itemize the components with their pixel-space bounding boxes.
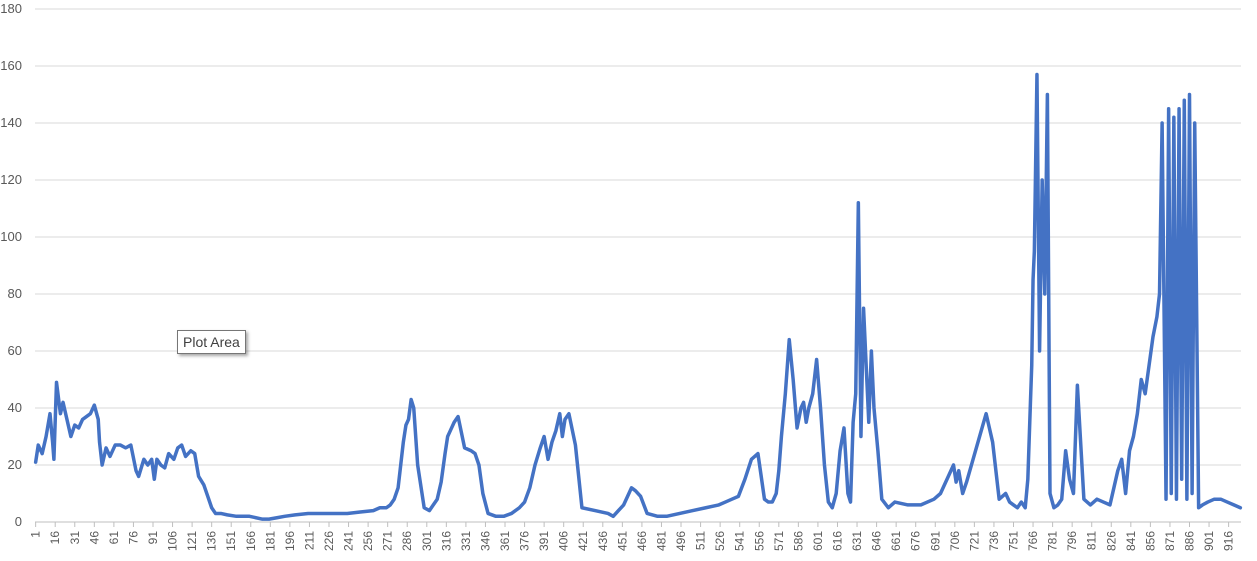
y-axis: 0 20 40 60 80 100 120 140 160 180 — [0, 1, 22, 529]
x-tick-label: 856 — [1143, 531, 1157, 551]
x-tick-label: 466 — [635, 531, 649, 551]
x-tick-label: 526 — [713, 531, 727, 551]
x-tick-label: 196 — [283, 531, 297, 551]
x-tick-label: 181 — [263, 531, 277, 551]
x-tick-label: 271 — [381, 531, 395, 551]
x-tick-label: 31 — [68, 531, 82, 545]
x-tick-label: 556 — [752, 531, 766, 551]
y-tick-label: 40 — [8, 400, 22, 415]
x-tick-label: 301 — [420, 531, 434, 551]
y-tick-label: 140 — [0, 115, 22, 130]
x-tick-label: 901 — [1202, 531, 1216, 551]
x-tick-label: 421 — [576, 531, 590, 551]
x-tick-label: 406 — [557, 531, 571, 551]
x-tick-label: 541 — [733, 531, 747, 551]
x-tick-label: 1 — [29, 531, 43, 538]
y-tick-label: 80 — [8, 286, 22, 301]
x-tick-label: 811 — [1085, 531, 1099, 550]
x-tick-label: 586 — [791, 531, 805, 551]
x-tick-label: 511 — [694, 531, 708, 550]
series-group — [33, 72, 1243, 521]
y-tick-label: 100 — [0, 229, 22, 244]
x-tick-label: 346 — [478, 531, 492, 551]
x-tick-label: 781 — [1046, 531, 1060, 551]
x-tick-label: 286 — [400, 531, 414, 551]
x-tick-label: 226 — [322, 531, 336, 551]
x-axis: 1 16 31 46 61 76 91 106 121 136 151 166 181 196 211 226… — [29, 522, 1236, 551]
x-tick-label: 796 — [1065, 531, 1079, 551]
x-tick-label: 871 — [1163, 531, 1177, 551]
x-tick-label: 316 — [439, 531, 453, 551]
y-tick-label: 20 — [8, 457, 22, 472]
x-tick-label: 451 — [615, 531, 629, 551]
x-tick-label: 151 — [224, 531, 238, 551]
x-tick-label: 736 — [987, 531, 1001, 551]
x-tick-label: 706 — [948, 531, 962, 551]
x-tick-label: 61 — [107, 531, 121, 545]
x-tick-label: 601 — [811, 531, 825, 551]
x-tick-label: 916 — [1222, 531, 1236, 551]
x-tick-label: 376 — [518, 531, 532, 551]
x-tick-label: 481 — [654, 531, 668, 551]
x-tick-label: 616 — [830, 531, 844, 551]
x-tick-label: 721 — [967, 531, 981, 551]
series-line[interactable] — [33, 72, 1243, 521]
x-tick-label: 841 — [1124, 531, 1138, 551]
x-tick-label: 166 — [244, 531, 258, 551]
x-tick-label: 211 — [302, 531, 316, 550]
x-tick-label: 361 — [498, 531, 512, 551]
x-tick-label: 16 — [48, 531, 62, 545]
x-tick-label: 46 — [87, 531, 101, 545]
x-tick-label: 256 — [361, 531, 375, 551]
y-tick-label: 120 — [0, 172, 22, 187]
x-tick-label: 136 — [205, 531, 219, 551]
x-tick-label: 886 — [1183, 531, 1197, 551]
x-tick-label: 826 — [1104, 531, 1118, 551]
gridlines — [35, 8, 1241, 523]
x-tick-label: 646 — [870, 531, 884, 551]
y-tick-label: 160 — [0, 58, 22, 73]
x-tick-label: 331 — [459, 531, 473, 551]
plot-area-tooltip: Plot Area — [177, 330, 246, 354]
x-tick-label: 391 — [537, 531, 551, 551]
y-tick-label: 180 — [0, 1, 22, 16]
x-tick-label: 91 — [146, 531, 160, 545]
x-tick-label: 766 — [1026, 531, 1040, 551]
x-tick-label: 436 — [596, 531, 610, 551]
x-tick-label: 661 — [889, 531, 903, 551]
x-tick-label: 751 — [1006, 531, 1020, 551]
x-tick-label: 241 — [342, 531, 356, 551]
x-tick-label: 676 — [909, 531, 923, 551]
x-tick-label: 106 — [166, 531, 180, 551]
x-tick-label: 76 — [126, 531, 140, 545]
x-tick-label: 121 — [185, 531, 199, 551]
x-tick-label: 691 — [928, 531, 942, 551]
x-tick-label: 631 — [850, 531, 864, 551]
x-tick-label: 496 — [674, 531, 688, 551]
x-tick-label: 571 — [772, 531, 786, 551]
y-tick-label: 0 — [15, 514, 22, 529]
y-tick-label: 60 — [8, 343, 22, 358]
